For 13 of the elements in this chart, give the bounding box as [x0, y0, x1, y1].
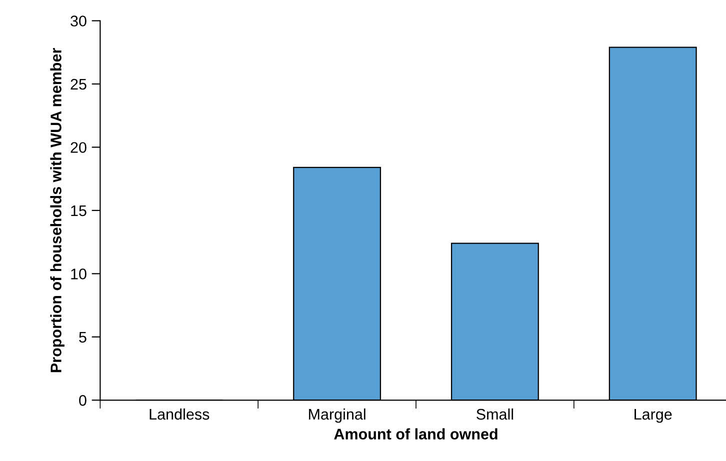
y-tick-label: 0: [79, 395, 86, 406]
y-tick-label: 5: [79, 332, 86, 343]
y-tick-label: 30: [70, 16, 86, 26]
y-tick-label: 20: [70, 142, 86, 153]
x-axis-title: Amount of land owned: [334, 428, 498, 440]
x-tick-label: Marginal: [309, 408, 366, 423]
y-tick-label: 25: [70, 78, 86, 90]
x-tick-label: Small: [476, 408, 514, 420]
y-axis-title: Proportion of households with WUA member: [50, 48, 64, 372]
y-tick-label: 10: [71, 268, 86, 280]
x-tick-label: Landless: [150, 408, 210, 420]
y-tick-label: 15: [71, 205, 86, 216]
x-tick-label: Large: [634, 409, 672, 423]
